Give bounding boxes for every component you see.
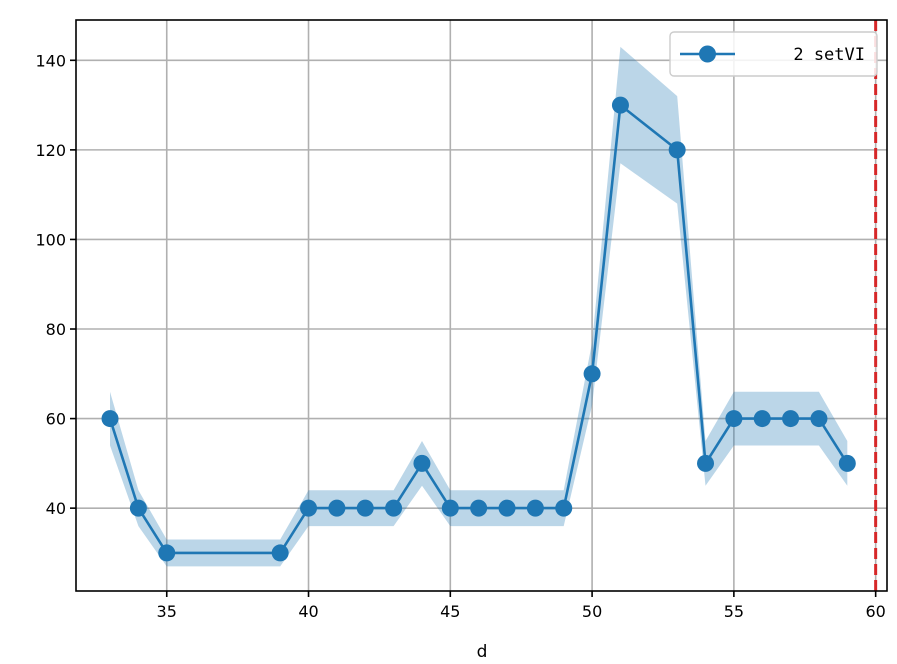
- y-tick-label: 120: [35, 141, 66, 160]
- data-point: [300, 499, 318, 517]
- legend-label: 2 setVI: [793, 45, 865, 65]
- data-point: [158, 544, 176, 562]
- axis-ticks: 35 40 45 50 55 60 40 60 80 100 120 140: [35, 51, 885, 621]
- data-point: [271, 544, 289, 562]
- data-point: [129, 499, 147, 517]
- data-point: [526, 499, 544, 517]
- x-tick-label: 60: [865, 602, 885, 621]
- x-axis-label: d: [477, 642, 488, 662]
- plot-border: [75, 19, 888, 592]
- confidence-band: [110, 46, 848, 567]
- data-point: [555, 499, 573, 517]
- data-point: [782, 410, 800, 428]
- data-point: [441, 499, 459, 517]
- y-tick-label: 140: [35, 51, 66, 70]
- data-point: [753, 410, 771, 428]
- data-point: [498, 499, 516, 517]
- data-point: [328, 499, 346, 517]
- x-tick-label: 45: [440, 602, 460, 621]
- legend-box: [669, 31, 878, 77]
- data-point: [385, 499, 403, 517]
- x-tick-label: 55: [724, 602, 744, 621]
- series-line: [101, 96, 856, 562]
- y-tick-label: 60: [46, 410, 66, 429]
- data-point: [697, 454, 715, 472]
- data-point: [838, 454, 856, 472]
- data-point: [725, 410, 743, 428]
- data-point: [101, 410, 119, 428]
- x-tick-label: 35: [157, 602, 177, 621]
- legend-marker: [699, 45, 716, 63]
- data-point: [668, 141, 686, 159]
- data-point: [810, 410, 828, 428]
- data-point: [611, 96, 629, 114]
- y-tick-label: 100: [35, 230, 66, 249]
- band-area: [110, 46, 848, 567]
- x-tick-label: 40: [298, 602, 318, 621]
- y-tick-label: 80: [46, 320, 66, 339]
- data-point: [470, 499, 488, 517]
- legend: 2 setVI: [669, 31, 878, 77]
- x-tick-label: 50: [582, 602, 602, 621]
- data-point: [583, 365, 601, 383]
- data-point: [413, 454, 431, 472]
- plot-frame: [75, 19, 888, 592]
- y-tick-label: 40: [46, 499, 66, 518]
- data-point: [356, 499, 374, 517]
- grid: [76, 20, 887, 591]
